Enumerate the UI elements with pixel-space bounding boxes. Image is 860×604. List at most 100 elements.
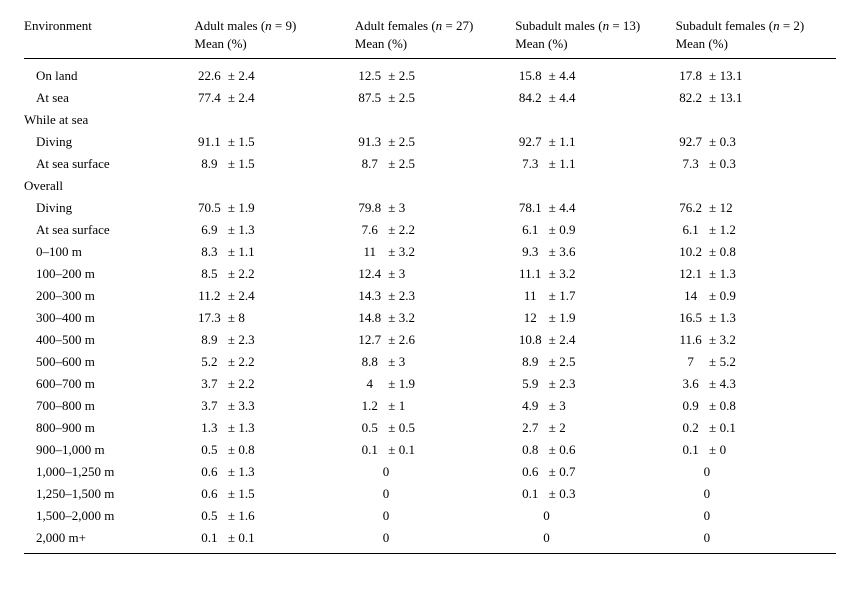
cell-value: 6.9 ± 1.3 <box>194 219 354 241</box>
table-header: EnvironmentAdult males (n = 9)Adult fema… <box>24 18 836 59</box>
cell-value: 3.7 ± 2.2 <box>194 373 354 395</box>
cell-value: 0 <box>515 505 675 527</box>
cell-value: 82.2 ± 13.1 <box>676 87 836 109</box>
cell-value: 17.3 ± 8 <box>194 307 354 329</box>
table-row: Diving91.1 ± 1.591.3 ± 2.592.7 ± 1.192.7… <box>24 131 836 153</box>
data-table-container: EnvironmentAdult males (n = 9)Adult fema… <box>0 0 860 564</box>
cell-value: 3.7 ± 3.3 <box>194 395 354 417</box>
cell-value: 79.8 ± 3 <box>355 197 515 219</box>
cell-value: 87.5 ± 2.5 <box>355 87 515 109</box>
cell-value: 8.7 ± 2.5 <box>355 153 515 175</box>
cell-value <box>355 109 515 131</box>
footer-rule-cell <box>194 549 354 554</box>
footer-rule-cell <box>515 549 675 554</box>
cell-value: 7.3 ± 0.3 <box>676 153 836 175</box>
cell-value: 0.2 ± 0.1 <box>676 417 836 439</box>
cell-value <box>515 175 675 197</box>
col-header-sf-line1: Subadult females (n = 2) <box>676 18 836 36</box>
col-header-af-line2: Mean (%) <box>355 36 515 59</box>
cell-value: 78.1 ± 4.4 <box>515 197 675 219</box>
cell-value: 8.9 ± 1.5 <box>194 153 354 175</box>
cell-value: 4.9 ± 3 <box>515 395 675 417</box>
table-row: 900–1,000 m0.5 ± 0.80.1 ± 0.10.8 ± 0.60.… <box>24 439 836 461</box>
cell-value: 0.6 ± 0.7 <box>515 461 675 483</box>
cell-value: 11 ± 1.7 <box>515 285 675 307</box>
row-label: 0–100 m <box>24 241 194 263</box>
cell-value: 0.5 ± 0.8 <box>194 439 354 461</box>
table-row: 200–300 m11.2 ± 2.414.3 ± 2.311 ± 1.714 … <box>24 285 836 307</box>
row-label: 1,000–1,250 m <box>24 461 194 483</box>
row-label: At sea surface <box>24 219 194 241</box>
cell-value: 8.5 ± 2.2 <box>194 263 354 285</box>
row-label: While at sea <box>24 109 194 131</box>
cell-value: 11.1 ± 3.2 <box>515 263 675 285</box>
cell-value: 3.6 ± 4.3 <box>676 373 836 395</box>
cell-value <box>515 109 675 131</box>
row-label: 200–300 m <box>24 285 194 307</box>
table-row: 100–200 m8.5 ± 2.212.4 ± 311.1 ± 3.212.1… <box>24 263 836 285</box>
col-header-sf-line2: Mean (%) <box>676 36 836 59</box>
cell-value: 0.5 ± 0.5 <box>355 417 515 439</box>
cell-value: 92.7 ± 1.1 <box>515 131 675 153</box>
row-label: Overall <box>24 175 194 197</box>
col-header-am-line2: Mean (%) <box>194 36 354 59</box>
cell-value: 77.4 ± 2.4 <box>194 87 354 109</box>
cell-value: 0.1 ± 0.3 <box>515 483 675 505</box>
footer-rule-cell <box>676 549 836 554</box>
table-row: 700–800 m3.7 ± 3.31.2 ± 14.9 ± 30.9 ± 0.… <box>24 395 836 417</box>
row-label: 2,000 m+ <box>24 527 194 549</box>
row-label: On land <box>24 59 194 88</box>
cell-value: 0 <box>676 461 836 483</box>
table-row: While at sea <box>24 109 836 131</box>
footer-rule-cell <box>355 549 515 554</box>
cell-value: 12.1 ± 1.3 <box>676 263 836 285</box>
col-header-am-line1: Adult males (n = 9) <box>194 18 354 36</box>
cell-value <box>676 175 836 197</box>
footer-rule-cell <box>24 549 194 554</box>
cell-value: 0.1 ± 0.1 <box>355 439 515 461</box>
row-label: Diving <box>24 197 194 219</box>
cell-value: 0 <box>676 505 836 527</box>
cell-value: 7 ± 5.2 <box>676 351 836 373</box>
row-label: 800–900 m <box>24 417 194 439</box>
cell-value: 11 ± 3.2 <box>355 241 515 263</box>
cell-value: 6.1 ± 1.2 <box>676 219 836 241</box>
table-row: 1,000–1,250 m0.6 ± 1.300.6 ± 0.70 <box>24 461 836 483</box>
table-row: 1,250–1,500 m0.6 ± 1.500.1 ± 0.30 <box>24 483 836 505</box>
table-row: 1,500–2,000 m0.5 ± 1.6000 <box>24 505 836 527</box>
cell-value: 12.5 ± 2.5 <box>355 59 515 88</box>
cell-value: 4 ± 1.9 <box>355 373 515 395</box>
cell-value: 0.6 ± 1.5 <box>194 483 354 505</box>
table-row: 0–100 m8.3 ± 1.111 ± 3.29.3 ± 3.610.2 ± … <box>24 241 836 263</box>
cell-value: 91.3 ± 2.5 <box>355 131 515 153</box>
cell-value: 8.3 ± 1.1 <box>194 241 354 263</box>
cell-value: 0.6 ± 1.3 <box>194 461 354 483</box>
row-label: At sea surface <box>24 153 194 175</box>
table-row: 600–700 m3.7 ± 2.24 ± 1.95.9 ± 2.33.6 ± … <box>24 373 836 395</box>
cell-value <box>194 175 354 197</box>
table-row: 800–900 m1.3 ± 1.30.5 ± 0.52.7 ± 20.2 ± … <box>24 417 836 439</box>
table-row: 500–600 m5.2 ± 2.28.8 ± 38.9 ± 2.57 ± 5.… <box>24 351 836 373</box>
cell-value: 0.1 ± 0.1 <box>194 527 354 549</box>
cell-value: 91.1 ± 1.5 <box>194 131 354 153</box>
cell-value: 7.6 ± 2.2 <box>355 219 515 241</box>
row-label: Diving <box>24 131 194 153</box>
cell-value: 0 <box>676 527 836 549</box>
cell-value: 0 <box>355 483 515 505</box>
cell-value: 76.2 ± 12 <box>676 197 836 219</box>
row-label: 500–600 m <box>24 351 194 373</box>
cell-value: 17.8 ± 13.1 <box>676 59 836 88</box>
cell-value: 7.3 ± 1.1 <box>515 153 675 175</box>
cell-value <box>676 109 836 131</box>
cell-value: 5.2 ± 2.2 <box>194 351 354 373</box>
row-label: 900–1,000 m <box>24 439 194 461</box>
cell-value: 22.6 ± 2.4 <box>194 59 354 88</box>
cell-value: 11.2 ± 2.4 <box>194 285 354 307</box>
cell-value: 15.8 ± 4.4 <box>515 59 675 88</box>
cell-value: 2.7 ± 2 <box>515 417 675 439</box>
cell-value: 0.8 ± 0.6 <box>515 439 675 461</box>
cell-value: 11.6 ± 3.2 <box>676 329 836 351</box>
table-row: 300–400 m17.3 ± 814.8 ± 3.212 ± 1.916.5 … <box>24 307 836 329</box>
cell-value: 16.5 ± 1.3 <box>676 307 836 329</box>
table-row: At sea77.4 ± 2.487.5 ± 2.584.2 ± 4.482.2… <box>24 87 836 109</box>
